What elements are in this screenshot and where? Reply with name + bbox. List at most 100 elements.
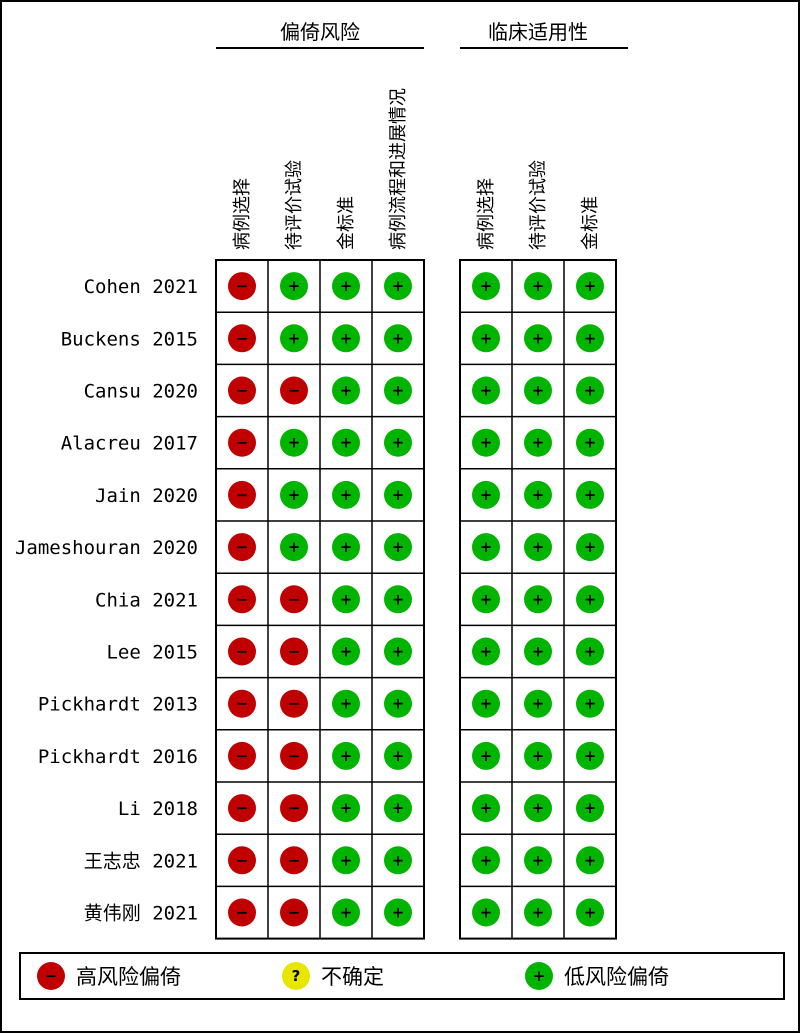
judgement-symbol: +	[392, 590, 405, 608]
column-header: 病例选择	[232, 178, 253, 250]
judgement-low-mark	[524, 637, 552, 666]
judgement-low-mark	[524, 794, 552, 823]
judgement-low-mark	[332, 376, 360, 405]
study-label: 王志忠 2021	[84, 850, 198, 872]
judgement-symbol: +	[340, 799, 353, 817]
judgement-symbol: +	[392, 643, 405, 661]
judgement-low-mark	[472, 741, 500, 770]
judgement-low-mark	[384, 428, 412, 457]
judgement-symbol: −	[236, 904, 249, 922]
judgement-high-mark	[228, 585, 256, 614]
judgement-low-mark	[384, 376, 412, 405]
judgement-low-mark	[384, 324, 412, 353]
judgement-symbol: +	[480, 695, 493, 713]
judgement-low-mark	[280, 272, 308, 301]
judgement-high-mark	[280, 585, 308, 614]
judgement-symbol: +	[340, 434, 353, 452]
study-label: 黄伟刚 2021	[84, 903, 198, 925]
judgement-symbol: +	[340, 904, 353, 922]
judgement-symbol: +	[480, 538, 493, 556]
judgement-symbol: +	[392, 434, 405, 452]
judgement-symbol: +	[340, 747, 353, 765]
judgement-low-mark	[524, 480, 552, 509]
judgement-symbol: +	[584, 643, 597, 661]
legend-box	[19, 952, 785, 1000]
group-header: 偏倚风险	[280, 20, 360, 44]
study-label: Jain 2020	[95, 485, 198, 507]
judgement-symbol: −	[236, 486, 249, 504]
judgement-high-mark	[228, 272, 256, 301]
judgement-symbol: +	[340, 643, 353, 661]
judgement-low-mark	[332, 272, 360, 301]
judgement-low-mark	[332, 846, 360, 875]
judgement-symbol: +	[340, 277, 353, 295]
column-header: 金标准	[336, 196, 357, 250]
judgement-low-mark	[332, 794, 360, 823]
judgement-low-mark	[576, 376, 604, 405]
judgement-low-mark	[384, 533, 412, 562]
judgement-symbol: +	[532, 643, 545, 661]
judgement-symbol: +	[584, 799, 597, 817]
judgement-symbol: +	[340, 538, 353, 556]
judgement-low-mark	[576, 533, 604, 562]
judgement-high-mark	[280, 898, 308, 927]
judgement-high-mark	[280, 376, 308, 405]
judgement-high-mark	[228, 376, 256, 405]
judgement-symbol: +	[288, 277, 301, 295]
judgement-low-mark	[576, 689, 604, 718]
judgement-symbol: +	[288, 434, 301, 452]
study-label: Alacreu 2017	[61, 433, 198, 455]
judgement-symbol: +	[392, 747, 405, 765]
judgement-low-mark	[280, 428, 308, 457]
judgement-symbol: −	[288, 382, 301, 400]
legend-label: 低风险偏倚	[564, 965, 669, 989]
judgement-low-mark	[332, 585, 360, 614]
judgement-symbol: +	[532, 277, 545, 295]
judgement-low-mark	[332, 741, 360, 770]
legend-unclear-icon	[282, 962, 310, 990]
grid-border	[459, 259, 617, 940]
judgement-symbol: +	[532, 434, 545, 452]
judgement-symbol: +	[584, 695, 597, 713]
judgement-low-mark	[576, 428, 604, 457]
column-header: 金标准	[580, 196, 601, 250]
judgement-high-mark	[280, 794, 308, 823]
judgement-symbol: +	[340, 486, 353, 504]
judgement-low-mark	[576, 480, 604, 509]
judgement-symbol: −	[236, 434, 249, 452]
judgement-symbol: +	[480, 904, 493, 922]
legend-label: 高风险偏倚	[76, 965, 181, 989]
judgement-symbol: −	[236, 382, 249, 400]
judgement-high-mark	[228, 533, 256, 562]
judgement-symbol: +	[480, 277, 493, 295]
judgement-symbol: +	[480, 382, 493, 400]
judgement-low-mark	[472, 794, 500, 823]
judgement-symbol: +	[584, 851, 597, 869]
judgement-low-mark	[524, 689, 552, 718]
study-label: Li 2018	[118, 798, 198, 820]
judgement-low-mark	[524, 533, 552, 562]
judgement-low-mark	[576, 898, 604, 927]
judgement-symbol: +	[584, 904, 597, 922]
judgement-symbol: −	[236, 590, 249, 608]
judgement-low-mark	[524, 846, 552, 875]
judgement-symbol: +	[584, 434, 597, 452]
judgement-symbol: +	[532, 904, 545, 922]
column-header: 待评价试验	[284, 160, 305, 250]
group-header: 临床适用性	[488, 20, 588, 44]
judgement-symbol: +	[392, 538, 405, 556]
judgement-low-mark	[332, 428, 360, 457]
study-label: Pickhardt 2016	[38, 746, 198, 768]
judgement-low-mark	[472, 376, 500, 405]
judgement-symbol: +	[532, 329, 545, 347]
judgement-symbol: −	[236, 747, 249, 765]
judgement-symbol: +	[392, 329, 405, 347]
judgement-symbol: +	[480, 434, 493, 452]
judgement-symbol: +	[392, 851, 405, 869]
judgement-symbol: +	[532, 486, 545, 504]
judgement-symbol: −	[236, 329, 249, 347]
judgement-low-mark	[524, 376, 552, 405]
judgement-symbol: +	[392, 277, 405, 295]
judgement-symbol: +	[532, 799, 545, 817]
